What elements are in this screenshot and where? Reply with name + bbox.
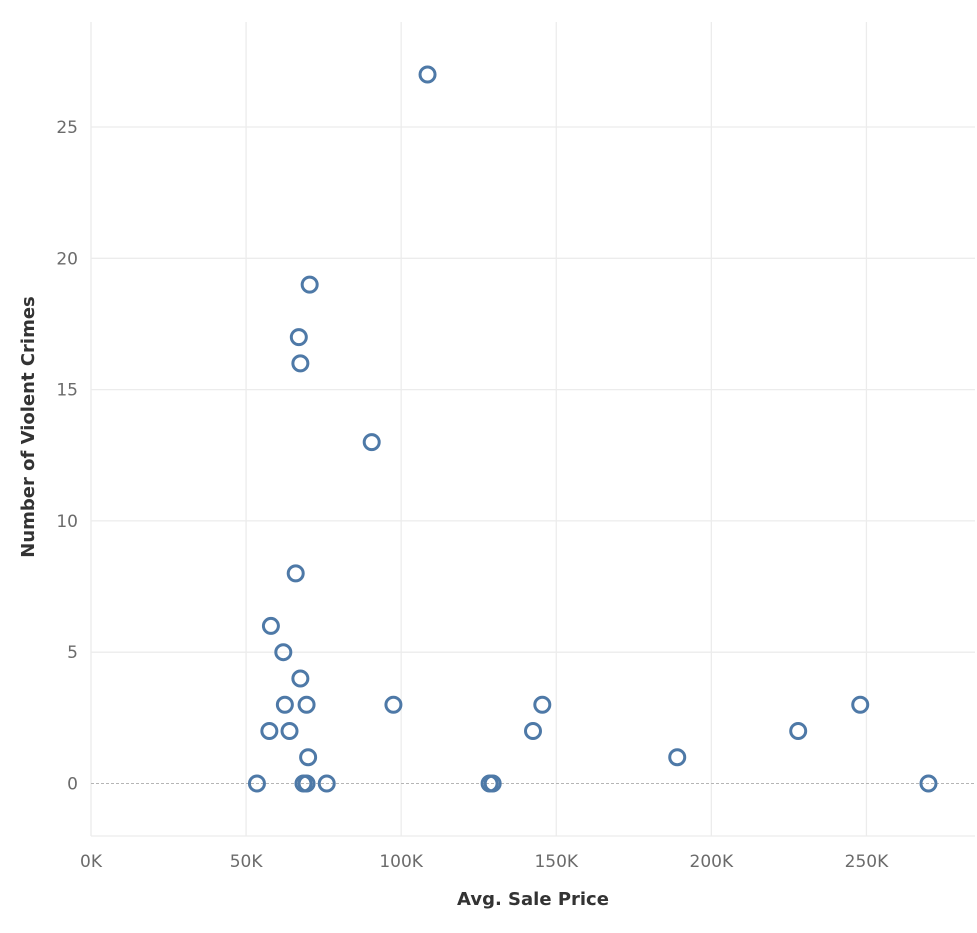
x-tick-label: 0K xyxy=(80,852,103,872)
y-tick-label: 25 xyxy=(56,118,78,138)
data-point[interactable] xyxy=(260,721,279,740)
data-points xyxy=(247,65,938,793)
data-point[interactable] xyxy=(851,695,870,714)
data-point[interactable] xyxy=(274,643,293,662)
data-point[interactable] xyxy=(289,328,308,347)
data-point[interactable] xyxy=(275,695,294,714)
x-tick-label: 100K xyxy=(379,852,423,872)
data-point[interactable] xyxy=(261,616,280,635)
data-point[interactable] xyxy=(533,695,552,714)
x-tick-label: 250K xyxy=(845,852,889,872)
x-tick-label: 200K xyxy=(690,852,734,872)
data-point[interactable] xyxy=(418,65,437,84)
x-tick-label: 50K xyxy=(230,852,264,872)
data-point[interactable] xyxy=(919,774,938,793)
data-point[interactable] xyxy=(384,695,403,714)
data-point[interactable] xyxy=(483,774,502,793)
data-point[interactable] xyxy=(247,774,266,793)
data-point[interactable] xyxy=(291,669,310,688)
data-point[interactable] xyxy=(524,721,542,740)
data-point[interactable] xyxy=(299,748,318,767)
y-tick-label: 20 xyxy=(56,249,78,269)
y-tick-label: 0 xyxy=(67,774,78,794)
data-point[interactable] xyxy=(317,774,336,793)
grid-layer xyxy=(90,22,975,837)
data-point[interactable] xyxy=(300,275,319,294)
data-point[interactable] xyxy=(297,774,316,793)
y-tick-label: 15 xyxy=(56,381,78,401)
data-point[interactable] xyxy=(291,354,310,373)
x-axis-title: Avg. Sale Price xyxy=(457,889,609,910)
x-tick-label: 150K xyxy=(534,852,578,872)
data-point[interactable] xyxy=(789,721,808,740)
y-axis-title: Number of Violent Crimes xyxy=(18,296,39,557)
data-point[interactable] xyxy=(297,695,316,714)
data-point[interactable] xyxy=(668,748,687,767)
y-tick-label: 10 xyxy=(56,512,78,532)
y-tick-label: 5 xyxy=(67,643,78,663)
tick-labels: 0K 50K 100K 150K 200K 250K 0 5 10 15 20 25 xyxy=(56,118,889,872)
data-point[interactable] xyxy=(280,721,299,740)
data-point[interactable] xyxy=(362,433,381,452)
data-point[interactable] xyxy=(286,564,305,583)
